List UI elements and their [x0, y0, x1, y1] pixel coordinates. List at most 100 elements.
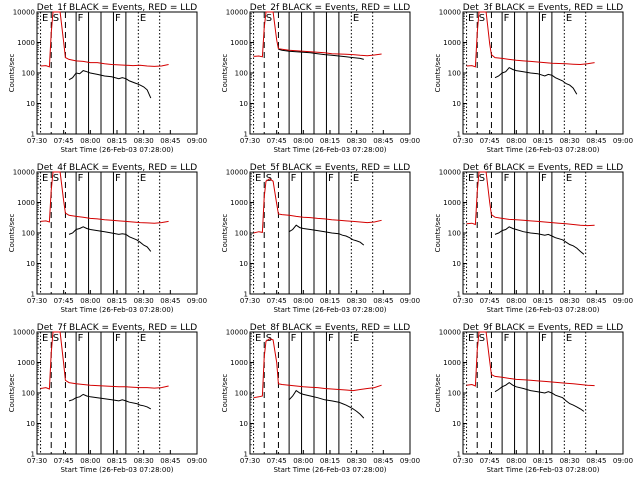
- phase-marker-label: E: [468, 333, 474, 344]
- y-tick-label: 10: [452, 420, 461, 428]
- y-axis-label: Counts/sec: [8, 374, 16, 413]
- x-tick-label: 08:30: [560, 137, 580, 145]
- y-tick-label: 1000: [230, 39, 248, 47]
- phase-marker-label: F: [78, 13, 84, 24]
- phase-marker-label: F: [504, 333, 510, 344]
- y-tick-label: 100: [235, 390, 248, 398]
- events-series-line: [68, 226, 152, 252]
- y-tick-label: 10000: [13, 9, 35, 17]
- lld-series-line: [253, 338, 382, 399]
- y-tick-label: 1: [244, 291, 248, 299]
- lld-series-line: [253, 178, 382, 234]
- events-series-line: [494, 381, 585, 412]
- phase-marker-label: S: [479, 13, 485, 24]
- phase-marker-label: E: [353, 13, 359, 24]
- y-tick-label: 1: [457, 131, 461, 139]
- y-tick-label: 1000: [443, 359, 461, 367]
- chart-panel: Det_6f BLACK = Events, RED = LLD 1 10 100 10…: [434, 163, 633, 314]
- y-axis-label: Counts/sec: [434, 54, 442, 93]
- y-tick-label: 10: [452, 260, 461, 268]
- x-tick-label: 08:00: [506, 297, 526, 305]
- x-axis-label: Start Time (26-Feb-03 07:28:00): [60, 146, 173, 154]
- y-tick-label: 100: [448, 70, 461, 78]
- x-tick-label: 07:45: [267, 457, 287, 465]
- y-axis-label: Counts/sec: [221, 214, 229, 253]
- phase-marker-label: F: [328, 173, 334, 184]
- phase-marker-label: F: [291, 173, 297, 184]
- x-tick-label: 07:30: [27, 457, 47, 465]
- y-axis-label: Counts/sec: [8, 214, 16, 253]
- x-tick-label: 08:30: [347, 137, 367, 145]
- x-tick-label: 08:30: [560, 297, 580, 305]
- phase-marker-label: S: [53, 13, 59, 24]
- x-tick-label: 08:45: [373, 137, 393, 145]
- x-tick-label: 09:00: [613, 457, 633, 465]
- x-axis-label: Start Time (26-Feb-03 07:28:00): [273, 146, 386, 154]
- chart-title: Det_4f BLACK = Events, RED = LLD: [37, 163, 197, 173]
- phase-marker-label: E: [42, 333, 48, 344]
- x-tick-label: 07:30: [240, 297, 260, 305]
- y-tick-label: 1000: [230, 359, 248, 367]
- x-tick-label: 08:45: [373, 457, 393, 465]
- phase-marker-label: E: [255, 173, 261, 184]
- chart-title: Det_9f BLACK = Events, RED = LLD: [463, 323, 623, 333]
- x-tick-label: 09:00: [613, 137, 633, 145]
- plot-frame: [36, 331, 198, 455]
- phase-marker-label: F: [541, 13, 547, 24]
- events-series-line: [494, 66, 578, 95]
- y-tick-label: 100: [22, 390, 35, 398]
- lld-series-line: [466, 11, 595, 68]
- lld-series-line: [466, 331, 595, 387]
- y-axis-label: Counts/sec: [221, 374, 229, 413]
- y-tick-label: 10: [452, 100, 461, 108]
- phase-marker-label: E: [468, 13, 474, 24]
- x-tick-label: 08:15: [533, 137, 553, 145]
- y-tick-label: 10000: [13, 329, 35, 337]
- x-tick-label: 08:45: [586, 297, 606, 305]
- y-tick-label: 100: [22, 70, 35, 78]
- x-tick-label: 08:30: [560, 457, 580, 465]
- lld-series-line: [40, 171, 169, 224]
- x-axis-label: Start Time (26-Feb-03 07:28:00): [486, 146, 599, 154]
- x-axis-label: Start Time (26-Feb-03 07:28:00): [486, 466, 599, 474]
- phase-marker-label: S: [53, 333, 59, 344]
- chart-panel: Det_3f BLACK = Events, RED = LLD 1 10 100 10…: [434, 3, 633, 154]
- phase-marker-label: F: [541, 333, 547, 344]
- x-tick-label: 08:30: [347, 457, 367, 465]
- x-tick-label: 07:45: [54, 297, 74, 305]
- y-tick-label: 10: [26, 100, 35, 108]
- x-tick-label: 08:00: [506, 457, 526, 465]
- x-tick-label: 08:45: [160, 297, 180, 305]
- chart-panel: Det_8f BLACK = Events, RED = LLD 1 10 100 10…: [221, 323, 420, 474]
- y-tick-label: 1000: [443, 39, 461, 47]
- plot-frame: [462, 171, 624, 295]
- y-axis-label: Counts/sec: [434, 374, 442, 413]
- chart-title: Det_3f BLACK = Events, RED = LLD: [463, 3, 623, 13]
- y-tick-label: 1: [31, 131, 35, 139]
- events-series-line: [494, 226, 585, 255]
- y-tick-label: 10000: [439, 169, 461, 177]
- phase-marker-label: S: [266, 13, 272, 24]
- plot-frame: [36, 11, 198, 135]
- y-tick-label: 10000: [13, 169, 35, 177]
- x-axis-label: Start Time (26-Feb-03 07:28:00): [273, 466, 386, 474]
- y-tick-label: 1: [244, 131, 248, 139]
- x-tick-label: 07:45: [267, 137, 287, 145]
- phase-marker-label: F: [328, 333, 334, 344]
- phase-marker-label: F: [115, 173, 121, 184]
- events-series-line: [68, 393, 152, 410]
- x-tick-label: 08:45: [160, 137, 180, 145]
- y-tick-label: 10000: [226, 329, 248, 337]
- chart-title: Det_1f BLACK = Events, RED = LLD: [37, 3, 197, 13]
- x-tick-label: 07:30: [453, 297, 473, 305]
- x-tick-label: 08:15: [533, 457, 553, 465]
- x-tick-label: 07:45: [267, 297, 287, 305]
- x-tick-label: 09:00: [400, 297, 420, 305]
- y-tick-label: 10: [239, 100, 248, 108]
- events-series-line: [68, 70, 152, 99]
- phase-marker-label: S: [479, 173, 485, 184]
- x-tick-label: 07:30: [453, 137, 473, 145]
- x-tick-label: 08:30: [134, 457, 154, 465]
